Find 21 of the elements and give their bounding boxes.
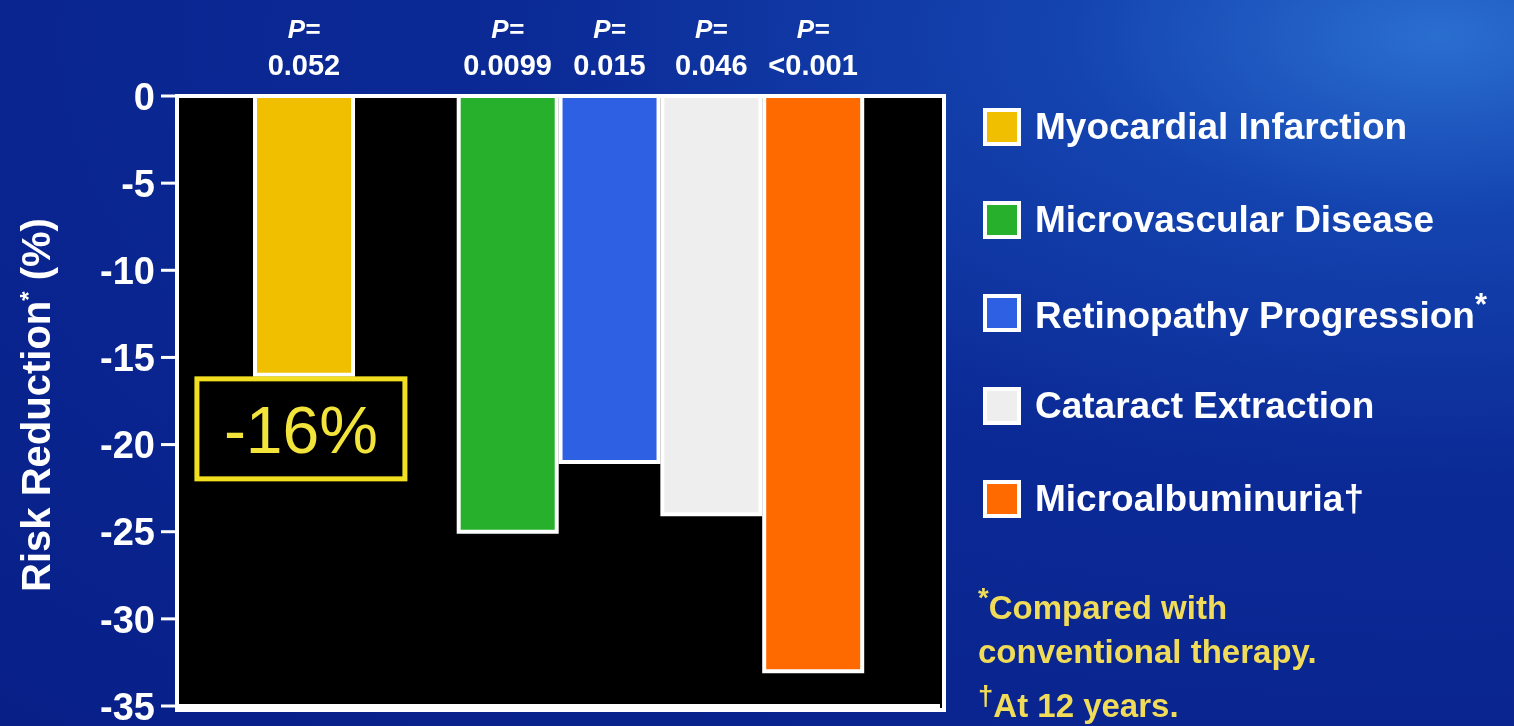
y-tick-label: -15 [100, 337, 155, 380]
annotation: P= 0.052 [267, 14, 341, 81]
y-tick-label: -25 [100, 511, 155, 554]
y-tick-label: -10 [100, 249, 155, 292]
y-tick-label: -5 [121, 162, 155, 205]
annotation: P= 0.015 [573, 14, 646, 81]
annotation: P= <0.001 [768, 14, 858, 81]
legend-label: Microalbuminuria† [1035, 477, 1364, 520]
legend-label: Retinopathy Progression$^{*}$ [1035, 287, 1487, 338]
y-tick-label: -35 [100, 685, 155, 726]
legend-label: Microvascular Disease [1035, 198, 1435, 241]
y-tick-label: -30 [100, 598, 155, 641]
annotation: P= 0.046 [674, 14, 748, 81]
legend-label: Myocardial Infarction [1035, 105, 1408, 148]
y-tick-label: -20 [100, 424, 155, 467]
data-label: -16% [223, 392, 378, 467]
text: $^{*}$Compared with conventional therapy. [978, 581, 1318, 672]
text: $^{†}$At 12 years. [978, 679, 1180, 726]
annotation: P= 0.0099 [463, 14, 552, 81]
y-tick-label: 0 [133, 75, 155, 118]
legend-label: Cataract Extraction [1035, 384, 1375, 427]
